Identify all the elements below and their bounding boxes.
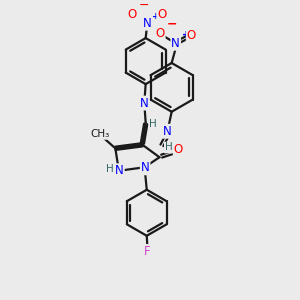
Text: N: N — [141, 161, 149, 174]
Text: H: H — [149, 119, 157, 129]
Text: O: O — [128, 8, 137, 21]
Text: −: − — [167, 18, 177, 31]
Text: +: + — [152, 12, 160, 21]
Text: F: F — [144, 245, 151, 258]
Text: +: + — [182, 30, 190, 40]
Text: N: N — [140, 97, 149, 110]
Text: O: O — [157, 8, 167, 21]
Text: CH₃: CH₃ — [91, 129, 110, 139]
Text: O: O — [187, 28, 196, 42]
Text: H: H — [165, 142, 172, 152]
Text: N: N — [162, 125, 171, 138]
Text: O: O — [174, 143, 183, 156]
Text: N: N — [171, 37, 180, 50]
Text: N: N — [142, 17, 152, 30]
Text: −: − — [139, 0, 149, 12]
Text: H: H — [106, 164, 114, 174]
Text: O: O — [155, 27, 165, 40]
Text: N: N — [115, 164, 124, 177]
